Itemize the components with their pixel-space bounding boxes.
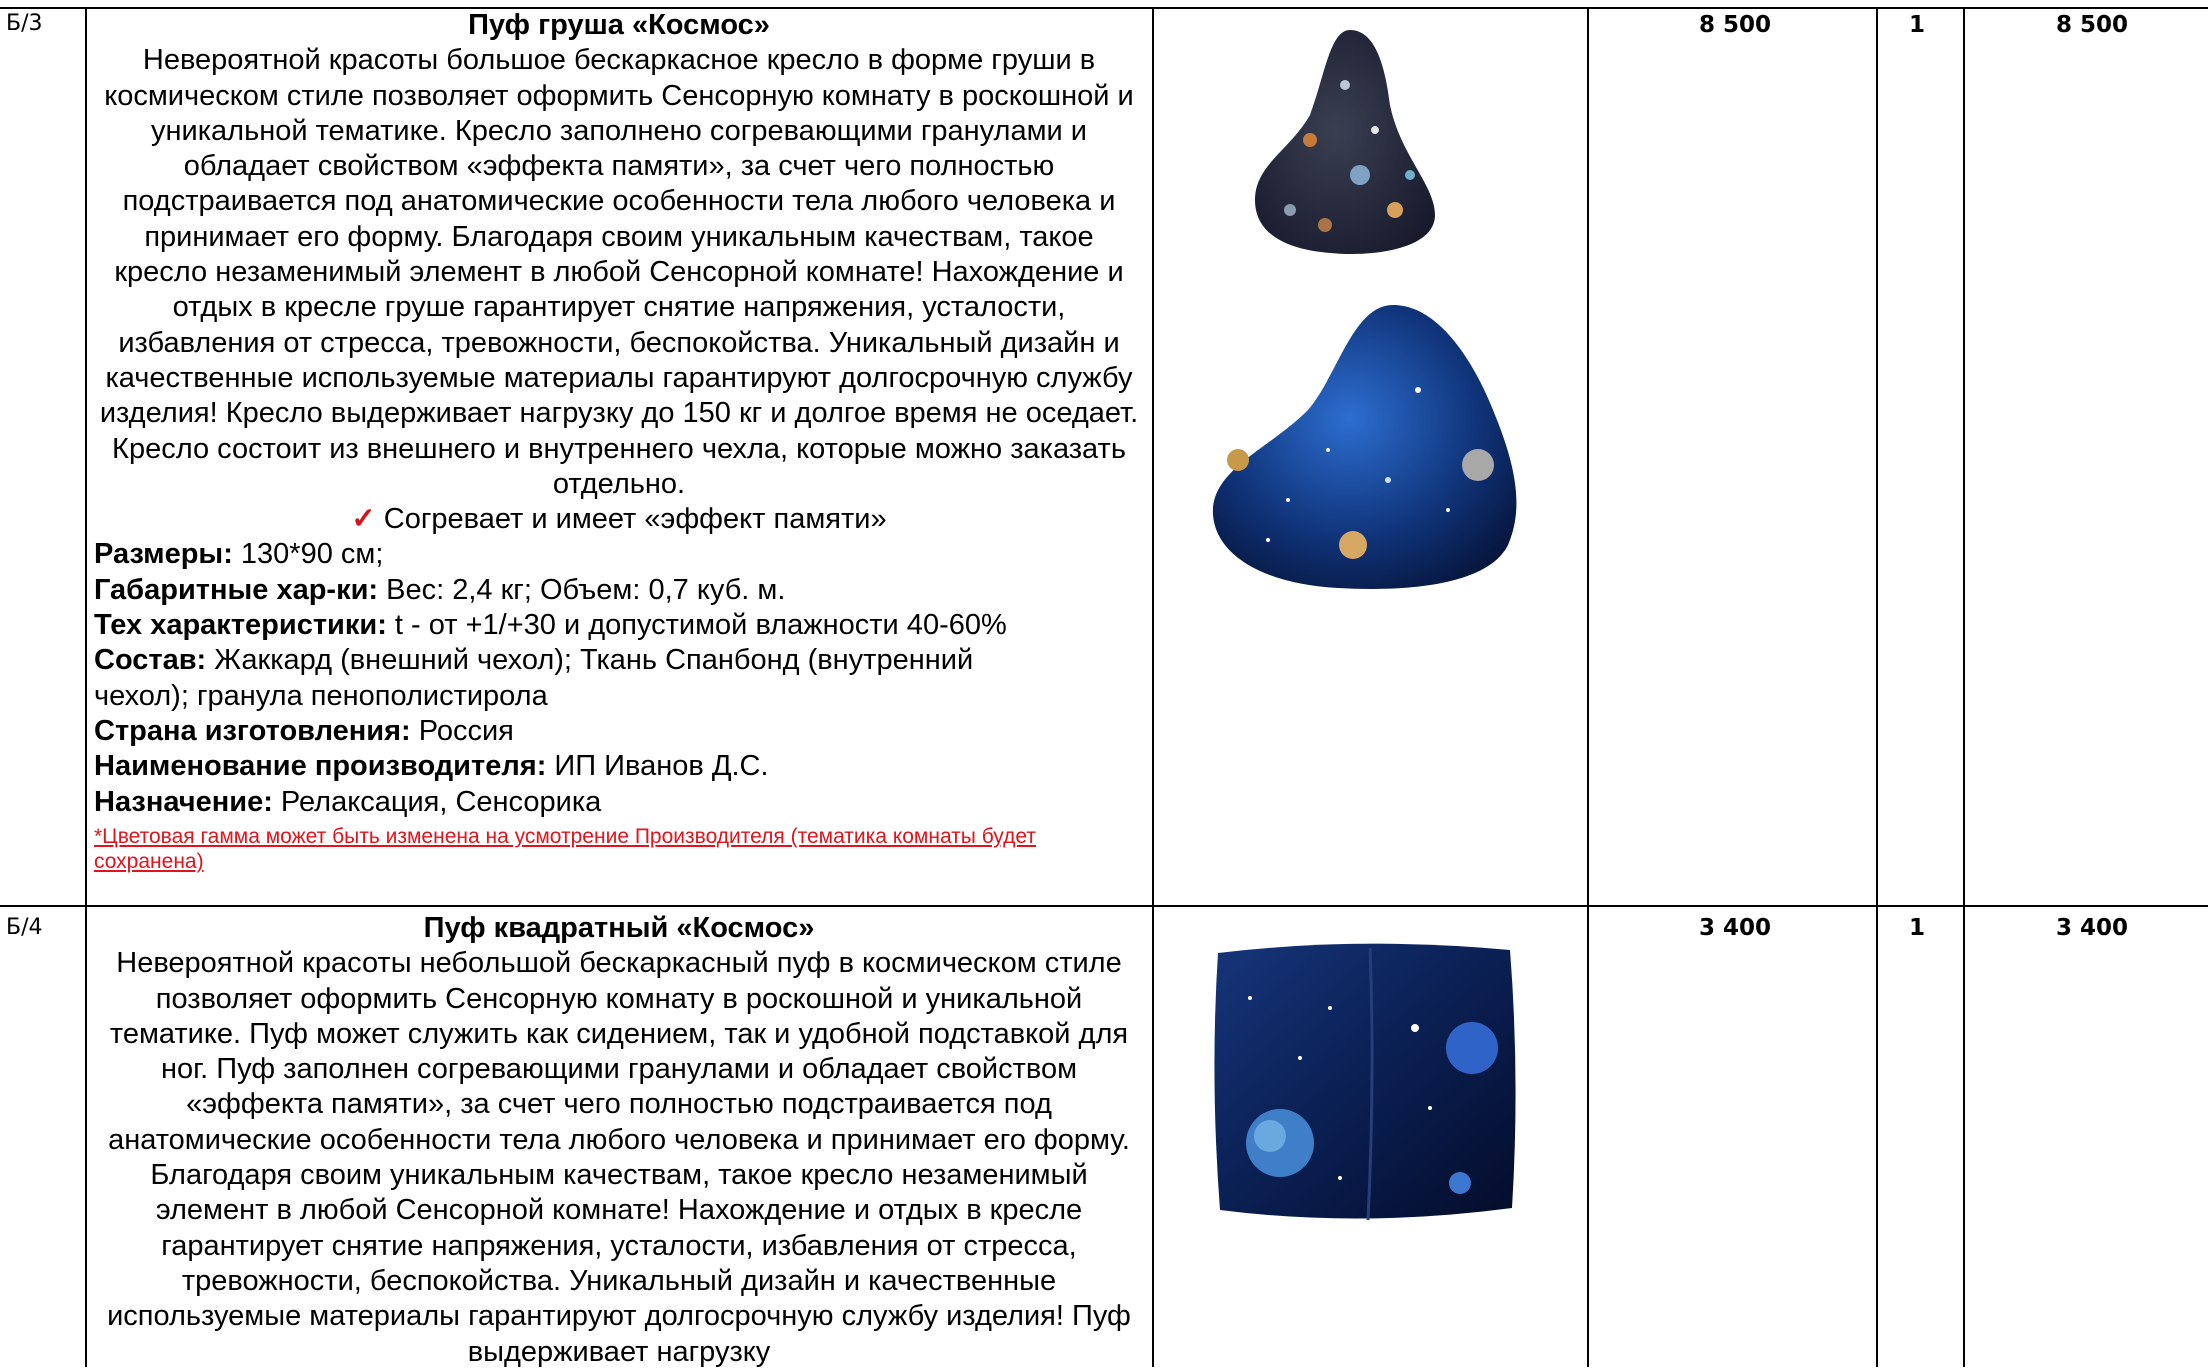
product-description: Невероятной красоты большое бескаркасное… — [99, 44, 1139, 500]
spec-dimensions: Размеры: 130*90 см; — [94, 538, 384, 571]
column-border — [1876, 8, 1878, 1367]
price-cell: 3 400 — [1699, 915, 1772, 941]
total-cell: 3 400 — [2056, 915, 2129, 941]
checkmark-icon: ✓ — [351, 503, 376, 536]
table-top-border — [0, 7, 2208, 9]
spec-composition: Состав: Жаккард (внешний чехол); Ткань С… — [94, 644, 974, 712]
product-description-cell: Пуф груша «Космос» Невероятной красоты б… — [94, 8, 1144, 874]
total-cell: 8 500 — [2056, 12, 2129, 38]
spec-country: Страна изготовления: Россия — [94, 714, 514, 747]
feature-line: ✓ Согревает и имеет «эффект памяти» — [94, 502, 1144, 537]
column-border — [85, 8, 87, 1367]
price-cell: 8 500 — [1699, 12, 1772, 38]
product-description: Невероятной красоты небольшой бескаркасн… — [107, 947, 1131, 1368]
column-border — [1587, 8, 1589, 1367]
color-note: *Цветовая гамма может быть изменена на у… — [94, 824, 1036, 873]
pouf-photo — [1214, 943, 1516, 1221]
quantity-cell: 1 — [1909, 915, 1926, 941]
item-code: Б/4 — [6, 915, 43, 940]
column-border — [1963, 8, 1965, 1367]
product-title: Пуф груша «Космос» — [468, 9, 770, 41]
row-divider — [0, 905, 2208, 907]
bean-bag-photo-small — [1255, 30, 1435, 255]
spec-technical: Тех характеристики: t - от +1/+30 и допу… — [94, 609, 1007, 642]
spec-overall: Габаритные хар-ки: Вес: 2,4 кг; Объем: 0… — [94, 573, 786, 606]
item-code: Б/3 — [6, 11, 43, 36]
quantity-cell: 1 — [1909, 12, 1926, 38]
column-border — [1152, 8, 1154, 1367]
spec-manufacturer: Наименование производителя: ИП Иванов Д.… — [94, 750, 769, 783]
product-description-cell: Пуф квадратный «Космос» Невероятной крас… — [94, 911, 1144, 1370]
product-title: Пуф квадратный «Космос» — [423, 912, 815, 944]
spec-purpose: Назначение: Релаксация, Сенсорика — [94, 785, 602, 818]
feature-text: Согревает и имеет «эффект памяти» — [383, 503, 887, 536]
bean-bag-photo-large — [1212, 305, 1517, 589]
